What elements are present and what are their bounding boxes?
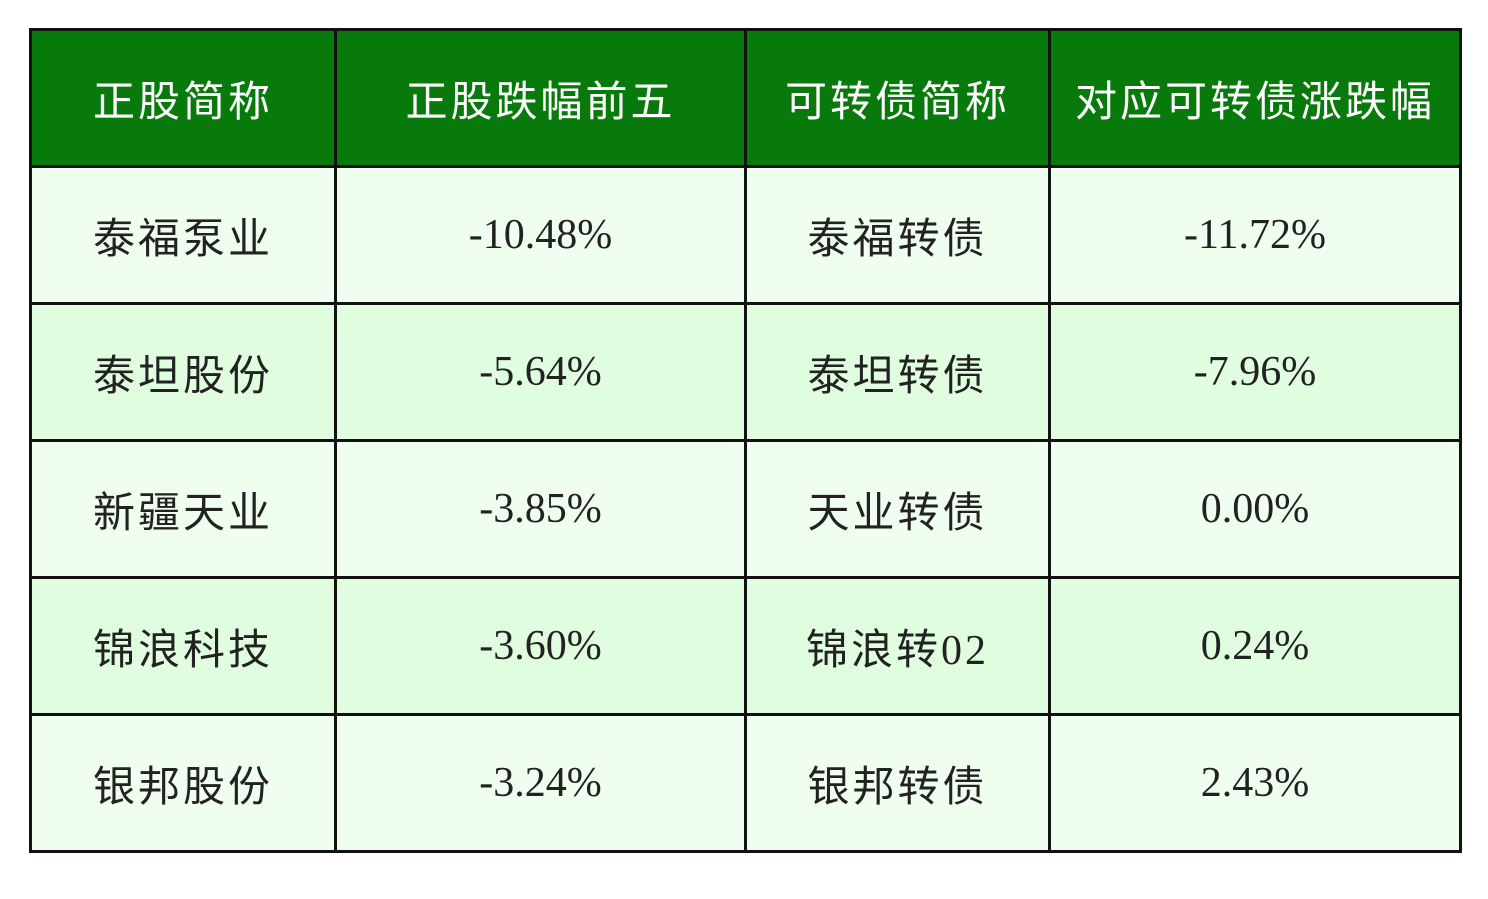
table-cell: 2.43%	[1048, 713, 1462, 853]
table-cell: 锦浪科技	[29, 576, 337, 716]
table-cell: -3.85%	[334, 439, 747, 579]
table-row: 泰福泵业 -10.48% 泰福转债 -11.72%	[29, 165, 1462, 305]
table-row: 银邦股份 -3.24% 银邦转债 2.43%	[29, 713, 1462, 853]
table-cell: 泰坦转债	[744, 302, 1051, 442]
header-cell: 可转债简称	[744, 28, 1051, 168]
table-cell: -5.64%	[334, 302, 747, 442]
table-cell: 天业转债	[744, 439, 1051, 579]
table-cell: 银邦股份	[29, 713, 337, 853]
table-cell: 锦浪转02	[744, 576, 1051, 716]
table-cell: 新疆天业	[29, 439, 337, 579]
table-cell: 泰福泵业	[29, 165, 337, 305]
table-cell: 0.00%	[1048, 439, 1462, 579]
table-container: 正股简称 正股跌幅前五 可转债简称 对应可转债涨跌幅 泰福泵业 -10.48% 泰福转债 -…	[29, 28, 1462, 853]
header-cell: 正股简称	[29, 28, 337, 168]
data-table: 正股简称 正股跌幅前五 可转债简称 对应可转债涨跌幅 泰福泵业 -10.48% 泰福转债 -…	[29, 28, 1462, 853]
table-cell: -11.72%	[1048, 165, 1462, 305]
table-cell: -3.24%	[334, 713, 747, 853]
header-row: 正股简称 正股跌幅前五 可转债简称 对应可转债涨跌幅	[29, 28, 1462, 168]
table-cell: 泰坦股份	[29, 302, 337, 442]
table-row: 新疆天业 -3.85% 天业转债 0.00%	[29, 439, 1462, 579]
table-cell: 0.24%	[1048, 576, 1462, 716]
table-cell: -7.96%	[1048, 302, 1462, 442]
table-cell: -3.60%	[334, 576, 747, 716]
table-row: 泰坦股份 -5.64% 泰坦转债 -7.96%	[29, 302, 1462, 442]
table-cell: 泰福转债	[744, 165, 1051, 305]
header-cell: 正股跌幅前五	[334, 28, 747, 168]
table-row: 锦浪科技 -3.60% 锦浪转02 0.24%	[29, 576, 1462, 716]
header-cell: 对应可转债涨跌幅	[1048, 28, 1462, 168]
table-cell: -10.48%	[334, 165, 747, 305]
table-cell: 银邦转债	[744, 713, 1051, 853]
